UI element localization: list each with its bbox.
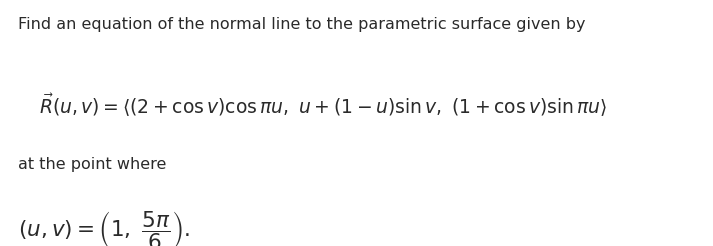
Text: $(u, v) = \left(1,\ \dfrac{5\pi}{6}\right).$: $(u, v) = \left(1,\ \dfrac{5\pi}{6}\righ… <box>18 209 190 246</box>
Text: $\vec{R}(u, v) = \left\langle (2 + \cos v) \cos \pi u,\ u + (1 - u) \sin v,\ (1 : $\vec{R}(u, v) = \left\langle (2 + \cos … <box>39 91 607 118</box>
Text: Find an equation of the normal line to the parametric surface given by: Find an equation of the normal line to t… <box>18 17 585 32</box>
Text: at the point where: at the point where <box>18 157 166 172</box>
